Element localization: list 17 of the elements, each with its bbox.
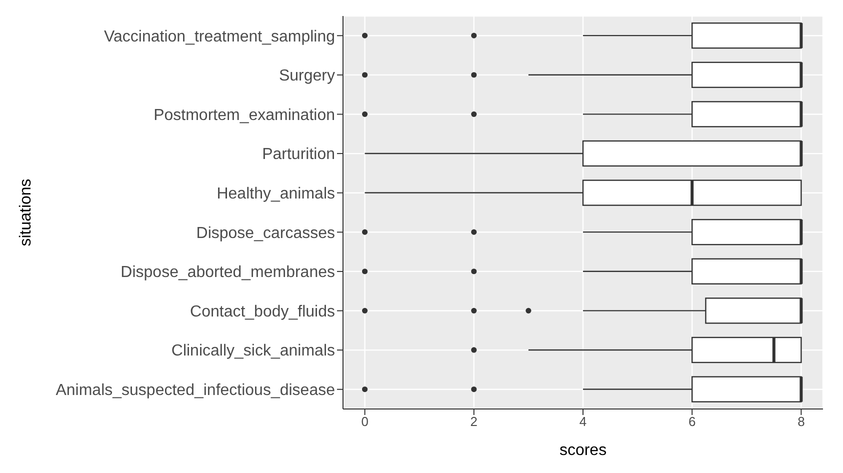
- x-tick-label: 0: [361, 414, 368, 430]
- y-tick-label: Clinically_sick_animals: [171, 342, 335, 360]
- y-tick-label: Parturition: [262, 146, 335, 164]
- x-tick-label: 4: [579, 414, 587, 430]
- y-tick-label: Vaccination_treatment_sampling: [104, 28, 335, 46]
- y-tick-label: Surgery: [278, 68, 335, 85]
- y-tick-label: Dispose_aborted_membranes: [120, 264, 335, 282]
- x-tick-label: 8: [798, 414, 805, 430]
- x-axis-title: scores: [559, 442, 607, 459]
- y-tick-label: Animals_suspected_infectious_disease: [56, 382, 336, 400]
- y-tick-label: Postmortem_examination: [154, 106, 335, 124]
- y-axis-title: situations: [18, 178, 35, 246]
- x-tick-label: 2: [470, 414, 478, 430]
- y-tick-label: Healthy_animals: [216, 186, 335, 203]
- y-tick-label: Dispose_carcasses: [196, 224, 335, 242]
- x-tick-label: 6: [688, 414, 696, 430]
- y-tick-label: Contact_body_fluids: [190, 303, 335, 320]
